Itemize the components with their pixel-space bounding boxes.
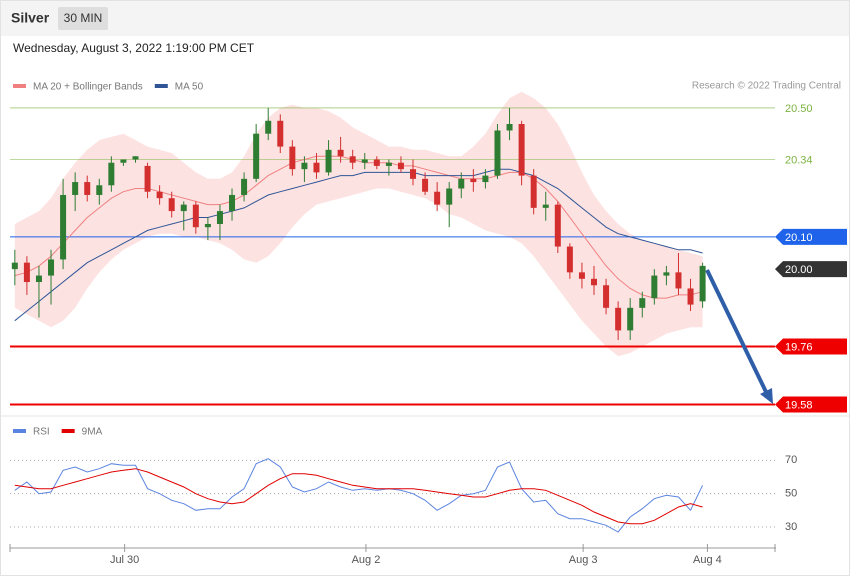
candle-body xyxy=(434,191,441,205)
candle-body xyxy=(120,159,127,163)
candle-body xyxy=(591,278,598,286)
candle-body xyxy=(663,272,670,276)
candle-body xyxy=(627,307,634,331)
candle-body xyxy=(422,178,429,192)
legend-label: MA 50 xyxy=(175,82,204,93)
candle-body xyxy=(397,162,404,170)
legend-swatch xyxy=(154,84,168,88)
level-tag xyxy=(775,396,847,413)
candle-body xyxy=(108,162,115,186)
candle-body xyxy=(554,204,561,247)
forecast-arrow-head xyxy=(760,388,773,404)
timestamp: Wednesday, August 3, 2022 1:19:00 PM CET xyxy=(13,41,255,55)
candle-body xyxy=(253,133,260,179)
level-label: 20.10 xyxy=(785,232,813,244)
candle-body xyxy=(192,204,199,228)
credit: Research © 2022 Trading Central xyxy=(692,81,841,92)
candle-body xyxy=(180,204,187,212)
x-tick-label: Jul 30 xyxy=(110,554,139,566)
candle-body xyxy=(72,182,79,195)
x-tick-label: Aug 4 xyxy=(693,554,722,566)
candle-body xyxy=(168,198,175,212)
candle-body xyxy=(132,156,139,160)
candle-body xyxy=(11,262,18,270)
level-label: 20.50 xyxy=(785,103,813,115)
x-tick-label: Aug 2 xyxy=(352,554,381,566)
level-tag xyxy=(775,228,847,245)
candle-body xyxy=(301,162,308,170)
candle-body xyxy=(325,149,332,173)
candle-body xyxy=(241,178,248,195)
candle-body xyxy=(337,149,344,157)
candle-body xyxy=(385,162,392,166)
candle-body xyxy=(603,285,610,308)
candle-body xyxy=(687,288,694,305)
level-label: 20.34 xyxy=(785,154,813,166)
candle-body xyxy=(542,204,549,208)
candle-body xyxy=(615,307,622,331)
candle-body xyxy=(48,259,55,276)
candle-body xyxy=(60,194,67,260)
candle-body xyxy=(470,178,477,183)
candle-body xyxy=(349,156,356,163)
candle-body xyxy=(482,175,489,183)
candle-body xyxy=(410,169,417,179)
candle-body xyxy=(494,130,501,176)
candle-body xyxy=(373,159,380,166)
candle-body xyxy=(458,178,465,189)
indicator-line xyxy=(14,468,703,525)
header-bar xyxy=(1,1,849,36)
candle-body xyxy=(277,120,284,147)
level-tag xyxy=(775,261,847,278)
instrument-title: Silver xyxy=(11,10,50,26)
candle-body xyxy=(23,262,30,283)
candle-body xyxy=(639,298,646,308)
candle-body xyxy=(144,165,151,192)
y-tick-label: 70 xyxy=(785,454,797,466)
moving-average xyxy=(14,155,703,299)
candle-body xyxy=(530,175,537,208)
level-label: 20.00 xyxy=(785,264,813,276)
interval: 30 MIN xyxy=(64,11,103,25)
candle-body xyxy=(578,272,585,279)
moving-average xyxy=(14,168,703,322)
candle-body xyxy=(204,223,211,228)
legend-swatch xyxy=(61,429,75,433)
candle-body xyxy=(313,162,320,173)
indicator-line xyxy=(14,458,704,533)
candle-body xyxy=(446,188,453,205)
candle-body xyxy=(518,124,525,176)
bollinger-band xyxy=(14,91,703,357)
candle-body xyxy=(361,159,368,163)
candle-body xyxy=(566,246,573,273)
candle-body xyxy=(96,185,103,195)
x-tick-label: Aug 3 xyxy=(569,554,598,566)
forecast-arrow xyxy=(705,269,770,397)
candle-body xyxy=(84,182,91,195)
candle-body xyxy=(216,211,223,224)
legend-label: RSI xyxy=(33,427,50,438)
legend-swatch xyxy=(13,429,26,433)
level-label: 19.76 xyxy=(785,341,813,353)
candle-body xyxy=(651,275,658,299)
interval-badge xyxy=(58,7,108,30)
level-label: 19.58 xyxy=(785,399,813,411)
y-tick-label: 30 xyxy=(785,521,797,533)
y-tick-label: 50 xyxy=(785,488,797,500)
candle-body xyxy=(675,272,682,289)
candle-body xyxy=(699,265,706,302)
candle-body xyxy=(289,146,296,170)
candle-body xyxy=(229,194,236,212)
candle-body xyxy=(506,124,513,131)
candle-body xyxy=(156,191,163,199)
level-tag xyxy=(775,338,847,355)
legend-label: 9MA xyxy=(82,427,103,438)
candle-body xyxy=(35,275,42,283)
legend-swatch xyxy=(13,84,26,88)
legend-label: MA 20 + Bollinger Bands xyxy=(33,82,143,93)
candle-body xyxy=(265,120,272,134)
